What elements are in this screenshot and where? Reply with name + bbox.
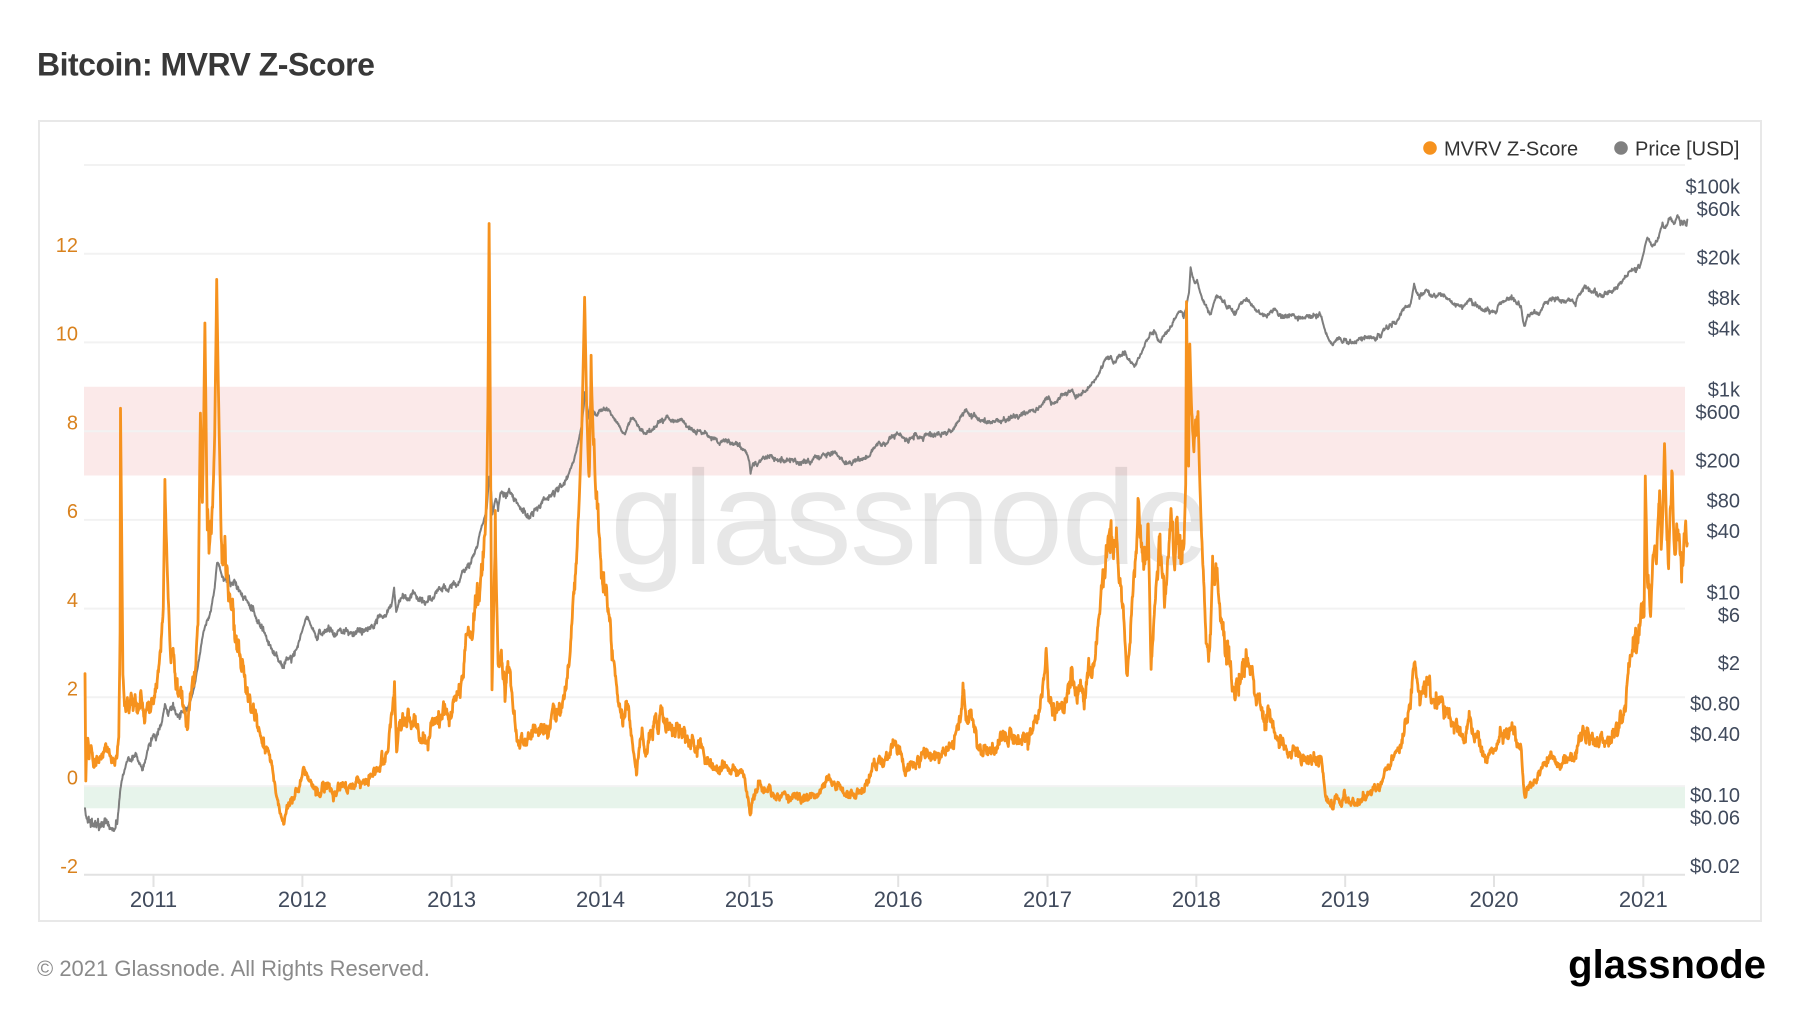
svg-text:$200: $200 (1696, 450, 1741, 472)
svg-text:$0.06: $0.06 (1690, 808, 1740, 830)
svg-text:2018: 2018 (1172, 887, 1221, 912)
svg-text:2012: 2012 (278, 887, 327, 912)
svg-text:2019: 2019 (1321, 887, 1370, 912)
svg-text:10: 10 (56, 324, 78, 346)
svg-text:glassnode: glassnode (1568, 943, 1766, 987)
svg-text:4: 4 (67, 590, 78, 612)
svg-text:12: 12 (56, 235, 78, 257)
svg-text:Bitcoin: MVRV Z-Score: Bitcoin: MVRV Z-Score (37, 47, 374, 83)
svg-text:2016: 2016 (874, 887, 923, 912)
svg-text:$100k: $100k (1686, 177, 1741, 199)
svg-text:MVRV Z-Score: MVRV Z-Score (1444, 138, 1578, 160)
svg-text:$6: $6 (1718, 605, 1740, 627)
svg-text:$8k: $8k (1708, 288, 1741, 310)
svg-text:8: 8 (67, 413, 78, 435)
svg-text:-2: -2 (60, 856, 78, 878)
svg-text:Price [USD]: Price [USD] (1635, 138, 1739, 160)
svg-text:2013: 2013 (427, 887, 476, 912)
svg-text:2014: 2014 (576, 887, 625, 912)
svg-text:$1k: $1k (1708, 380, 1741, 402)
svg-text:$10: $10 (1707, 582, 1740, 604)
svg-text:$0.40: $0.40 (1690, 724, 1740, 746)
svg-text:2017: 2017 (1023, 887, 1072, 912)
svg-text:$0.80: $0.80 (1690, 694, 1740, 716)
svg-text:6: 6 (67, 501, 78, 523)
svg-text:$4k: $4k (1708, 318, 1741, 340)
svg-text:$60k: $60k (1697, 199, 1741, 221)
svg-text:$600: $600 (1696, 402, 1741, 424)
svg-text:$40: $40 (1707, 521, 1740, 543)
svg-text:$80: $80 (1707, 491, 1740, 513)
svg-text:$2: $2 (1718, 653, 1740, 675)
svg-text:$20k: $20k (1697, 248, 1741, 270)
svg-text:2015: 2015 (725, 887, 774, 912)
svg-text:glassnode: glassnode (610, 444, 1207, 593)
svg-text:© 2021 Glassnode. All Rights R: © 2021 Glassnode. All Rights Reserved. (37, 956, 430, 981)
svg-text:2020: 2020 (1470, 887, 1519, 912)
svg-text:0: 0 (67, 767, 78, 789)
svg-text:$0.02: $0.02 (1690, 856, 1740, 878)
svg-text:2021: 2021 (1619, 887, 1668, 912)
svg-text:2011: 2011 (130, 887, 177, 912)
svg-text:$0.10: $0.10 (1690, 785, 1740, 807)
svg-text:2: 2 (67, 679, 78, 701)
